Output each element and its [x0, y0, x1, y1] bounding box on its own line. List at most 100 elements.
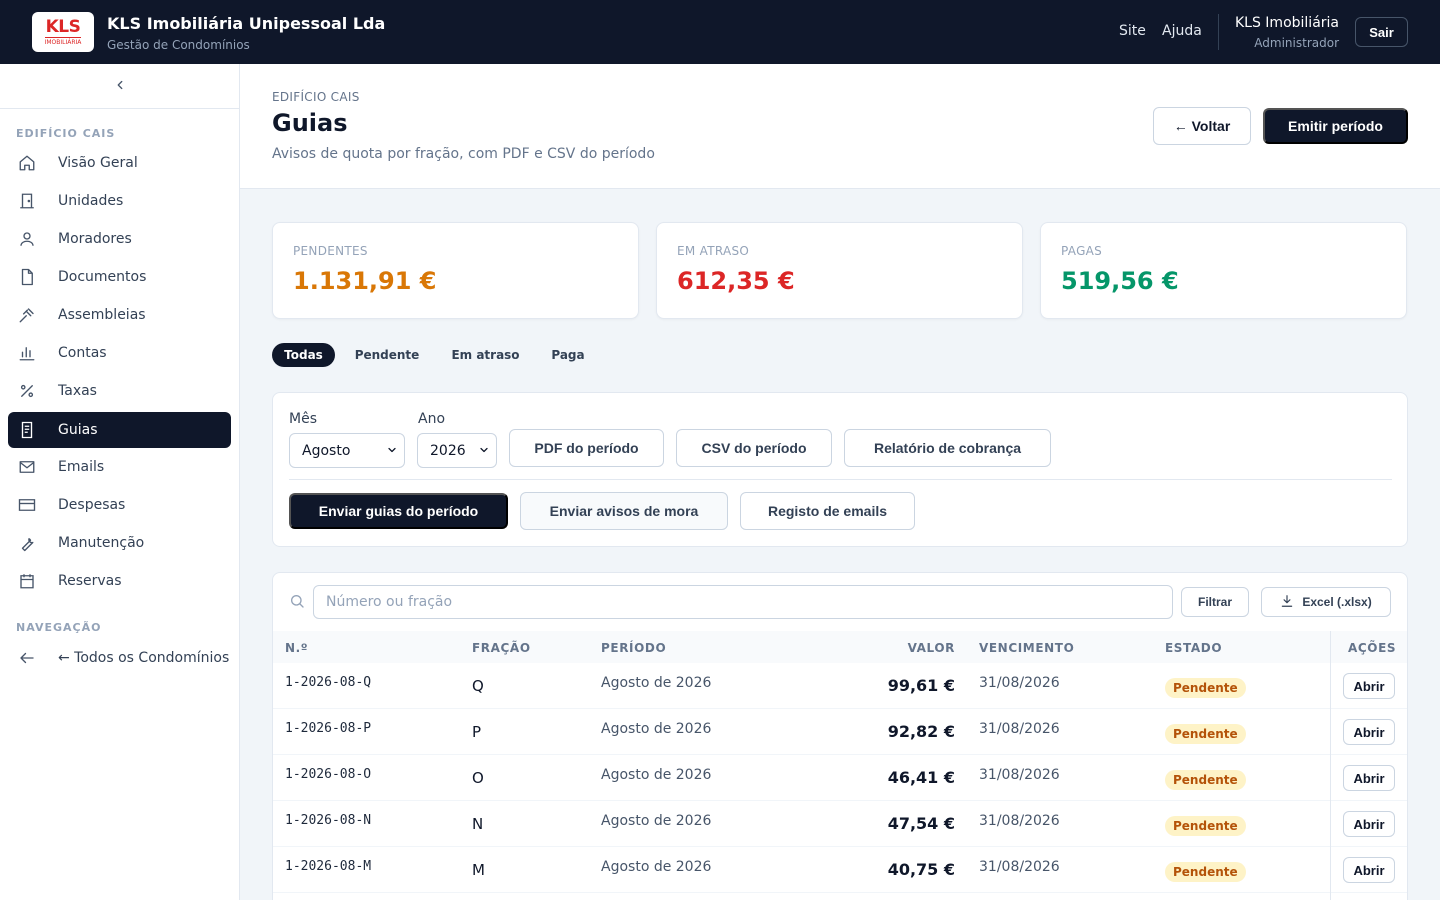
sidebar-item-contas[interactable]: Contas — [8, 335, 231, 371]
guide-amount: 99,61 € — [887, 676, 955, 695]
sidebar-item-emails[interactable]: Emails — [8, 449, 231, 485]
period-filter-panel: Mês Agosto Ano 2026 PDF do período CSV d… — [272, 392, 1408, 547]
user-role: Administrador — [1254, 36, 1339, 50]
year-select[interactable]: 2026 — [417, 433, 497, 468]
top-nav-help-link[interactable]: Ajuda — [1162, 23, 1202, 39]
export-excel-label: Excel (.xlsx) — [1302, 595, 1372, 609]
sidebar-collapse-button[interactable] — [0, 64, 239, 109]
guide-number: 1-2026-08-M — [285, 859, 372, 874]
email-log-button[interactable]: Registo de emails — [740, 492, 915, 530]
gavel-icon — [18, 306, 36, 324]
top-nav-site-link[interactable]: Site — [1119, 23, 1146, 39]
sidebar-item-label: ← Todos os Condomínios — [58, 650, 230, 666]
month-select[interactable]: Agosto — [289, 433, 405, 468]
summary-label: EM ATRASO — [677, 244, 750, 258]
send-period-guides-button[interactable]: Enviar guias do período — [289, 493, 508, 529]
calendar-icon — [18, 572, 36, 590]
year-select-value: 2026 — [430, 442, 466, 459]
sidebar-item-moradores[interactable]: Moradores — [8, 221, 231, 257]
open-guide-button[interactable]: Abrir — [1343, 857, 1395, 883]
search-input[interactable] — [313, 585, 1173, 619]
user-name: KLS Imobiliária — [1234, 15, 1339, 31]
summary-card-pending: PENDENTES 1.131,91 € — [272, 222, 639, 319]
table-row[interactable]: 1-2026-08-Q Q Agosto de 2026 99,61 € 31/… — [273, 663, 1407, 709]
table-row[interactable]: 1-2026-08-M M Agosto de 2026 40,75 € 31/… — [273, 847, 1407, 893]
column-header-period[interactable]: PERÍODO — [601, 641, 667, 655]
table-row[interactable]: 1-2026-08-N N Agosto de 2026 47,54 € 31/… — [273, 801, 1407, 847]
summary-label: PENDENTES — [293, 244, 368, 258]
sidebar-item-label: Contas — [58, 345, 107, 361]
sidebar-item-label: Visão Geral — [58, 155, 138, 171]
chevron-down-icon — [478, 443, 490, 461]
page-title: Guias — [272, 109, 348, 137]
sidebar-item-manutencao[interactable]: Manutenção — [8, 525, 231, 561]
back-button[interactable]: ← Voltar — [1153, 107, 1251, 145]
status-badge: Pendente — [1165, 770, 1246, 790]
guide-period: Agosto de 2026 — [601, 721, 712, 737]
logo-text: KLS — [45, 16, 81, 37]
sidebar-item-label: Moradores — [58, 231, 132, 247]
sidebar-item-reservas[interactable]: Reservas — [8, 563, 231, 599]
sidebar-section-navigation: NAVEGAÇÃO — [16, 621, 102, 634]
tab-todas[interactable]: Todas — [272, 343, 335, 367]
export-excel-button[interactable]: Excel (.xlsx) — [1261, 587, 1391, 617]
guide-period: Agosto de 2026 — [601, 675, 712, 691]
page-subtitle: Avisos de quota por fração, com PDF e CS… — [272, 146, 655, 162]
mail-icon — [18, 458, 36, 476]
tab-pendente[interactable]: Pendente — [354, 348, 420, 362]
document-icon — [18, 268, 36, 286]
guides-table-panel: Filtrar Excel (.xlsx) N.º FRAÇÃO PERÍODO… — [272, 572, 1408, 900]
breadcrumb: EDIFÍCIO CAIS — [272, 90, 360, 104]
open-guide-button[interactable]: Abrir — [1343, 673, 1395, 699]
open-guide-button[interactable]: Abrir — [1343, 719, 1395, 745]
sidebar-item-taxas[interactable]: Taxas — [8, 373, 231, 409]
sidebar: EDIFÍCIO CAIS Visão Geral Unidades Morad… — [0, 64, 240, 900]
chevron-left-icon — [113, 77, 127, 96]
top-bar: KLS IMOBILIÁRIA KLS Imobiliária Unipesso… — [0, 0, 1440, 64]
column-header-due-date[interactable]: VENCIMENTO — [979, 641, 1075, 655]
guide-fraction: Q — [472, 677, 484, 695]
column-header-number[interactable]: N.º — [285, 641, 309, 655]
sidebar-item-assembleias[interactable]: Assembleias — [8, 297, 231, 333]
guide-number: 1-2026-08-P — [285, 721, 372, 736]
guide-fraction: P — [472, 723, 482, 741]
filter-button[interactable]: Filtrar — [1181, 587, 1249, 617]
logout-button[interactable]: Sair — [1355, 17, 1408, 47]
guide-due-date: 31/08/2026 — [979, 859, 1060, 875]
column-header-fraction[interactable]: FRAÇÃO — [472, 641, 531, 655]
table-row[interactable]: 1-2026-08-O O Agosto de 2026 46,41 € 31/… — [273, 755, 1407, 801]
company-logo[interactable]: KLS IMOBILIÁRIA — [32, 12, 94, 52]
top-bar-divider — [1218, 14, 1219, 50]
sidebar-item-guias[interactable]: Guias — [8, 412, 231, 448]
sidebar-item-label: Reservas — [58, 573, 122, 589]
guide-due-date: 31/08/2026 — [979, 813, 1060, 829]
emit-period-button[interactable]: Emitir período — [1263, 108, 1408, 144]
tab-paga[interactable]: Paga — [551, 348, 585, 362]
guide-number: 1-2026-08-O — [285, 767, 372, 782]
open-guide-button[interactable]: Abrir — [1343, 765, 1395, 791]
open-guide-button[interactable]: Abrir — [1343, 811, 1395, 837]
summary-label: PAGAS — [1061, 244, 1103, 258]
credit-card-icon — [18, 496, 36, 514]
table-row[interactable]: 1-2026-08-P P Agosto de 2026 92,82 € 31/… — [273, 709, 1407, 755]
sidebar-item-visao-geral[interactable]: Visão Geral — [8, 145, 231, 181]
csv-period-button[interactable]: CSV do período — [676, 429, 832, 467]
column-header-amount[interactable]: VALOR — [907, 641, 955, 655]
collection-report-button[interactable]: Relatório de cobrança — [844, 429, 1051, 467]
status-badge: Pendente — [1165, 862, 1246, 882]
bar-chart-icon — [18, 344, 36, 362]
percent-icon — [18, 382, 36, 400]
sidebar-item-despesas[interactable]: Despesas — [8, 487, 231, 523]
sidebar-item-all-condos[interactable]: ← Todos os Condomínios — [8, 640, 231, 676]
sidebar-item-documentos[interactable]: Documentos — [8, 259, 231, 295]
pdf-period-button[interactable]: PDF do período — [509, 429, 664, 467]
guide-amount: 47,54 € — [887, 814, 955, 833]
send-late-notices-button[interactable]: Enviar avisos de mora — [520, 492, 728, 530]
summary-card-paid: PAGAS 519,56 € — [1040, 222, 1407, 319]
tab-em-atraso[interactable]: Em atraso — [451, 348, 520, 362]
sidebar-item-unidades[interactable]: Unidades — [8, 183, 231, 219]
guide-due-date: 31/08/2026 — [979, 675, 1060, 691]
door-icon — [18, 192, 36, 210]
column-header-status[interactable]: ESTADO — [1165, 641, 1223, 655]
summary-value-overdue: 612,35 € — [677, 267, 795, 295]
